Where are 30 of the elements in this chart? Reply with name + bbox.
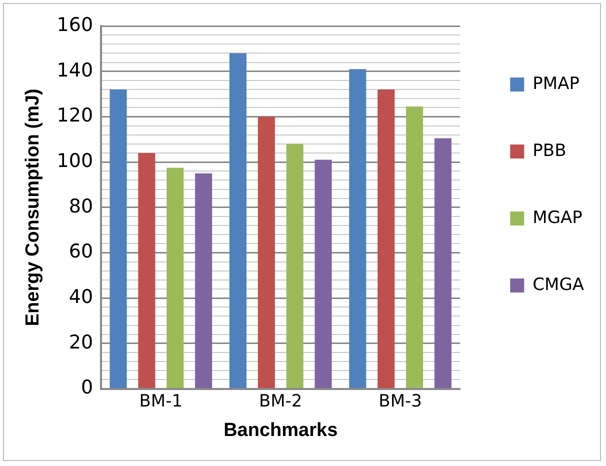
bar [314,160,332,388]
bar [434,138,452,388]
y-axis-title: Energy Consumption (mJ) [22,88,44,326]
bar [195,173,212,388]
bar [349,69,366,388]
x-tick-label: BM-1 [139,391,183,412]
y-tick-label: 20 [68,331,94,354]
legend-label: PMAP [532,74,580,94]
bar [110,89,127,388]
bar [166,168,184,388]
y-tick-label: 100 [56,150,94,172]
bar [258,116,275,388]
y-tick-label: 40 [68,286,94,308]
x-axis-title: Banchmarks [224,420,338,441]
y-tick-label: 60 [68,240,94,263]
legend-label: CMGA [532,274,584,295]
x-tick-label: BM-2 [258,391,302,412]
y-tick-label: 0 [80,376,94,399]
y-tick-label: 160 [56,14,94,36]
bar [406,106,424,388]
bar [286,144,304,388]
y-tick-label: 140 [56,59,94,82]
y-tick-label: 80 [68,195,94,218]
y-tick-label: 120 [56,104,94,127]
x-tick-label: BM-3 [378,391,422,412]
bar [378,89,395,388]
bar [229,53,246,388]
legend-label: PBB [532,140,566,161]
legend-label: MGAP [532,208,582,228]
bar [138,152,156,388]
